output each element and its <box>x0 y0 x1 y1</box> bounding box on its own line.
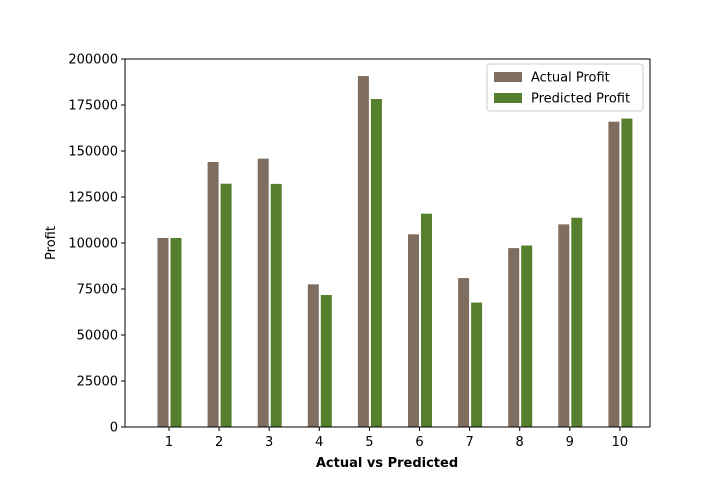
y-tick-label: 25000 <box>77 375 118 390</box>
bar-actual-5 <box>356 75 370 428</box>
bar-predicted-3 <box>269 182 283 428</box>
y-axis-ticks: 0 25000 50000 75000 100000 125000 150000 175000… <box>68 53 125 436</box>
legend-label-predicted: Predicted Profit <box>531 92 630 107</box>
bar-actual-6 <box>407 233 420 428</box>
y-tick-label: 75000 <box>77 283 118 298</box>
bar-predicted-8 <box>520 244 534 428</box>
legend: Actual Profit Predicted Profit <box>486 63 644 112</box>
y-tick-label: 125000 <box>68 191 118 206</box>
y-tick-label: 150000 <box>68 145 118 160</box>
x-tick-label: 1 <box>165 435 173 450</box>
legend-label-actual: Actual Profit <box>531 71 610 86</box>
y-tick-label: 100000 <box>68 237 118 252</box>
bar-predicted-10 <box>620 117 634 428</box>
y-axis-label: Profit <box>44 226 59 260</box>
bar-predicted-9 <box>570 216 584 428</box>
y-tick-label: 50000 <box>77 329 118 344</box>
bar-predicted-5 <box>369 98 383 428</box>
legend-swatch-actual <box>494 72 522 82</box>
x-tick-label: 10 <box>612 435 629 450</box>
bar-predicted-7 <box>470 301 484 428</box>
bar-actual-4 <box>306 283 320 428</box>
x-tick-label: 9 <box>566 435 574 450</box>
x-axis-ticks: 1 2 3 4 5 6 7 8 9 10 <box>165 427 628 450</box>
bar-predicted-6 <box>420 212 433 428</box>
x-tick-label: 7 <box>465 435 473 450</box>
bar-actual-9 <box>557 223 571 428</box>
x-tick-label: 2 <box>215 435 223 450</box>
bar-actual-8 <box>507 247 521 428</box>
bar-actual-2 <box>206 160 220 428</box>
x-tick-label: 6 <box>415 435 423 450</box>
legend-box <box>486 63 644 112</box>
bar-predicted-4 <box>319 294 333 428</box>
bar-actual-1 <box>156 236 170 428</box>
bar-predicted-2 <box>219 182 233 428</box>
x-axis-label: Actual vs Predicted <box>316 456 458 471</box>
bar-predicted-1 <box>169 236 183 428</box>
y-tick-label: 200000 <box>68 53 118 68</box>
bar-actual-7 <box>457 277 471 428</box>
x-tick-label: 5 <box>365 435 373 450</box>
y-tick-label: 0 <box>110 421 118 436</box>
x-tick-label: 3 <box>265 435 273 450</box>
x-tick-label: 4 <box>315 435 323 450</box>
bar-actual-10 <box>607 120 621 428</box>
bars <box>156 75 634 428</box>
bar-actual-3 <box>256 157 270 428</box>
legend-swatch-predicted <box>494 93 522 103</box>
x-tick-label: 8 <box>516 435 524 450</box>
y-tick-label: 175000 <box>68 99 118 114</box>
